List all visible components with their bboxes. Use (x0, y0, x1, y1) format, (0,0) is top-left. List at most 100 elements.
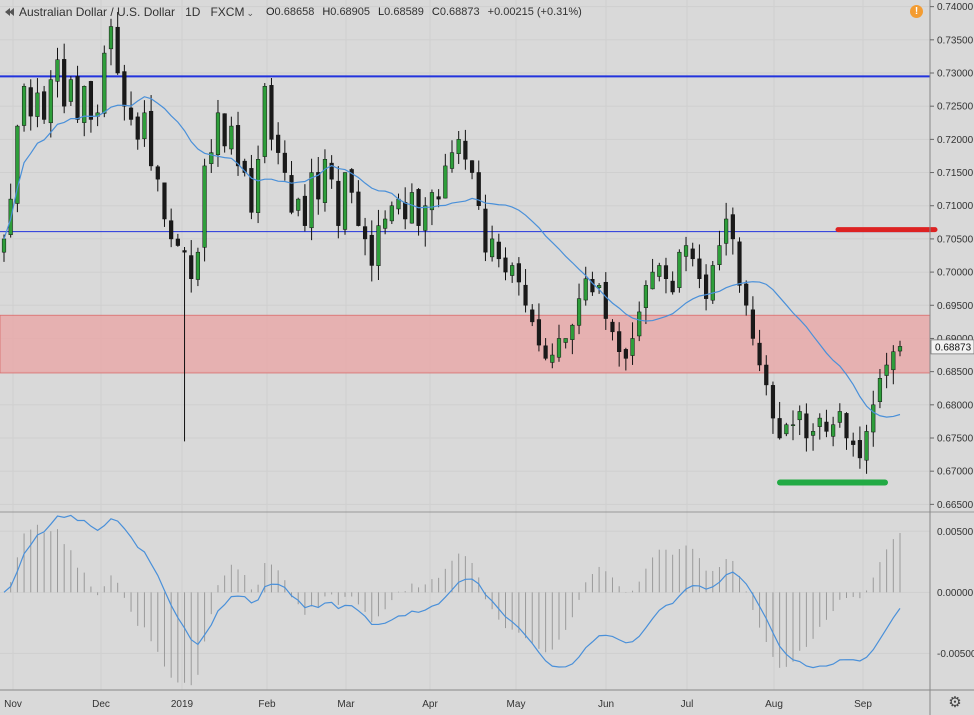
change-value: +0.00215 (+0.31%) (487, 6, 582, 18)
candle-body (108, 26, 114, 50)
candle-body (663, 265, 669, 279)
candle-body (443, 165, 448, 199)
chevron-down-icon[interactable]: ⌄ (246, 8, 254, 18)
moving-average-line (3, 96, 901, 418)
x-tick-label: Apr (422, 699, 438, 710)
candle-body (536, 319, 542, 346)
y-tick-label: 0.71500 (937, 168, 974, 179)
candle-body (149, 110, 154, 167)
candle-body (256, 159, 261, 213)
y-tick-label: 0.74000 (937, 2, 974, 13)
candle-body (162, 182, 167, 220)
y-tick-label: 0.71000 (937, 201, 974, 212)
candle-body (730, 214, 735, 240)
candle-body (704, 274, 709, 299)
candle-body (55, 59, 60, 82)
candle-body (309, 172, 314, 229)
candle-body (235, 125, 241, 167)
candle-body (490, 238, 495, 258)
x-tick-label: Feb (258, 699, 276, 710)
candle-body (797, 411, 802, 421)
candle-body (476, 172, 481, 206)
candle-body (249, 168, 254, 213)
symbol-title[interactable]: Australian Dollar / U.S. Dollar 1D FXCM ⌄ (19, 5, 254, 19)
y-tick-label: 0.72500 (937, 102, 974, 113)
x-tick-label: Sep (854, 699, 872, 710)
candle-body (550, 354, 555, 363)
candle-body (637, 311, 642, 337)
interval[interactable]: 1D (185, 5, 201, 19)
candle-body (770, 385, 776, 419)
candle-body (837, 411, 842, 423)
candle-body (115, 26, 120, 74)
candle-body (456, 139, 461, 155)
candle-body (530, 309, 535, 323)
collapse-icon[interactable] (4, 7, 14, 17)
candle-body (697, 258, 702, 279)
candle-body (884, 364, 889, 376)
candle-body (362, 226, 368, 240)
candle-body (128, 107, 134, 120)
candle-body (182, 250, 187, 253)
candle-body (556, 338, 562, 358)
candle-body (289, 175, 294, 213)
candle-body (336, 180, 341, 226)
candle-body (135, 116, 140, 140)
y-tick-label: -0.00500 (937, 649, 974, 660)
candle-body (302, 195, 307, 226)
candle-body (824, 421, 829, 432)
candle-body (710, 265, 715, 301)
candle-body (28, 87, 33, 117)
candle-body (737, 241, 742, 286)
candle-body (429, 192, 435, 211)
candle-body (403, 202, 408, 220)
candle-body (463, 140, 468, 160)
candle-body (21, 86, 27, 126)
candle-body (276, 134, 281, 153)
moving-average (3, 96, 901, 418)
candle-body (155, 166, 160, 180)
candle-body (817, 417, 822, 427)
candle-body (195, 251, 200, 280)
candle-body (503, 257, 508, 273)
source: FXCM (210, 5, 245, 19)
candle-body (784, 424, 789, 435)
candle-body (142, 112, 147, 140)
candle-body (316, 172, 321, 200)
candle-body (169, 220, 174, 240)
x-tick-label: Aug (765, 699, 783, 710)
candle-body (349, 169, 354, 193)
x-tick-label: Dec (92, 699, 110, 710)
zones (0, 314, 931, 374)
high-value: H0.68905 (322, 6, 371, 18)
alert-icon[interactable]: ! (910, 5, 923, 18)
x-tick-label: Mar (337, 699, 355, 710)
x-tick-label: May (507, 699, 526, 710)
candle-body (844, 413, 849, 439)
gear-icon[interactable]: ⚙ (948, 694, 962, 711)
candle-body (724, 218, 729, 244)
y-tick-label: 0.67000 (937, 467, 974, 478)
candle-body (630, 338, 635, 356)
candle-body (690, 248, 695, 260)
candle-body (857, 440, 862, 459)
candle-body (296, 198, 301, 211)
candle-body (75, 76, 80, 120)
candle-body (242, 160, 247, 173)
candle-body (657, 265, 662, 277)
candle-body (356, 191, 361, 226)
candle-body (15, 125, 20, 204)
candle-body (376, 225, 381, 266)
y-tick-label: 0.70500 (937, 234, 974, 245)
candle-body (831, 424, 836, 437)
candle-body (670, 280, 675, 293)
candle-body (864, 431, 869, 461)
candle-body (449, 152, 455, 169)
candle-body (383, 218, 388, 229)
candle-body (269, 85, 274, 140)
candle-body (877, 378, 883, 402)
support-zone (0, 314, 931, 374)
candle-body (369, 234, 374, 266)
